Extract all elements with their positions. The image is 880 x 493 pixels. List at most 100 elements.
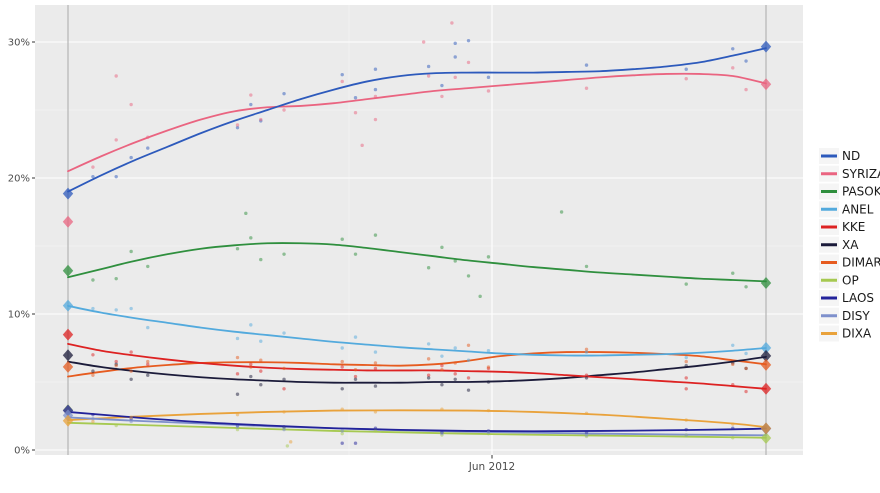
- poll-point: [235, 425, 240, 429]
- poll-point: [440, 407, 444, 411]
- poll-point: [146, 362, 150, 367]
- poll-point: [373, 429, 378, 433]
- poll-point: [249, 374, 253, 379]
- poll-point: [259, 369, 263, 373]
- poll-point: [684, 376, 688, 380]
- trend-line-ND: [67, 47, 767, 193]
- poll-point: [288, 440, 293, 444]
- legend-item-DIMAR: DIMAR: [819, 254, 880, 271]
- poll-points-ND: [91, 38, 748, 179]
- election-marker-may-KKE: [62, 328, 74, 341]
- poll-point: [249, 102, 253, 107]
- poll-point: [584, 350, 589, 354]
- poll-point: [282, 91, 286, 96]
- poll-point: [684, 77, 688, 81]
- poll-point: [373, 233, 378, 237]
- poll-point: [129, 419, 133, 424]
- poll-point: [426, 376, 431, 380]
- poll-point: [486, 430, 491, 435]
- poll-point: [340, 79, 344, 84]
- trend-line-LAOS: [67, 411, 767, 433]
- poll-point: [235, 336, 240, 341]
- poll-point: [282, 377, 286, 381]
- poll-point: [340, 237, 344, 241]
- poll-point: [129, 415, 133, 420]
- poll-point: [584, 264, 589, 269]
- poll-point: [235, 372, 240, 376]
- poll-point: [440, 94, 444, 99]
- poll-point: [91, 353, 95, 357]
- poll-point: [235, 125, 240, 130]
- poll-point: [450, 21, 454, 25]
- election-marker-jun-DIMAR: [760, 358, 772, 371]
- poll-point: [91, 369, 95, 373]
- poll-point: [684, 359, 688, 364]
- plot-panel: [35, 5, 803, 455]
- poll-point: [453, 259, 457, 263]
- election-marker-jun-KKE: [760, 382, 772, 395]
- poll-point: [91, 412, 95, 417]
- legend-label-XA: XA: [842, 238, 859, 252]
- poll-point: [91, 419, 95, 424]
- poll-point: [340, 441, 344, 445]
- poll-point: [146, 135, 150, 139]
- y-tick-label-20: 20%: [8, 174, 30, 185]
- poll-point: [340, 359, 344, 364]
- y-tick-label-30: 30%: [8, 38, 30, 49]
- poll-point: [421, 40, 426, 44]
- poll-point: [486, 75, 491, 80]
- trend-line-SYRIZA: [67, 72, 767, 173]
- poll-point: [146, 325, 150, 330]
- poll-point: [373, 67, 378, 71]
- x-tick-label: Jun 2012: [468, 461, 515, 473]
- poll-point: [282, 425, 286, 429]
- poll-point: [584, 433, 589, 437]
- poll-point: [353, 374, 358, 379]
- legend-label-DISY: DISY: [842, 309, 870, 323]
- poll-point: [453, 75, 457, 80]
- poll-point: [559, 210, 564, 214]
- poll-point: [684, 427, 688, 432]
- poll-point: [282, 387, 286, 391]
- poll-point: [744, 351, 748, 356]
- poll-point: [282, 410, 286, 414]
- poll-point: [114, 359, 118, 364]
- trend-line-KKE: [67, 343, 767, 390]
- poll-point: [684, 282, 688, 286]
- poll-point: [684, 433, 688, 437]
- poll-point: [744, 285, 748, 289]
- legend-item-SYRIZA: SYRIZA: [819, 165, 880, 182]
- poll-point: [353, 111, 358, 115]
- poll-point: [129, 155, 133, 160]
- poll-point: [249, 365, 253, 369]
- trend-line-DIMAR: [67, 351, 767, 378]
- poll-point: [340, 407, 344, 411]
- poll-point: [249, 93, 253, 97]
- poll-point: [114, 138, 118, 142]
- poll-point: [235, 392, 240, 396]
- poll-point: [146, 373, 150, 377]
- poll-point: [466, 60, 471, 65]
- poll-point: [684, 67, 688, 71]
- poll-point: [453, 361, 457, 365]
- election-marker-jun-DIXA: [760, 422, 772, 435]
- poll-point: [146, 264, 150, 269]
- poll-point: [282, 108, 286, 112]
- poll-point: [91, 417, 95, 421]
- poll-point: [259, 383, 263, 387]
- poll-point: [440, 363, 444, 368]
- poll-point: [114, 276, 118, 281]
- poll-point: [584, 411, 589, 415]
- poll-point: [426, 64, 431, 69]
- trend-line-DIXA: [67, 409, 767, 429]
- legend-item-KKE: KKE: [819, 219, 865, 235]
- poll-points-ANEL: [91, 306, 748, 362]
- election-marker-may-PASOK: [62, 264, 74, 277]
- legend-label-PASOK: PASOK: [842, 185, 880, 199]
- poll-point: [373, 366, 378, 371]
- poll-point: [91, 165, 95, 169]
- poll-point: [259, 257, 263, 262]
- election-marker-may-DIMAR: [62, 360, 74, 373]
- legend-item-DISY: DISY: [819, 307, 870, 324]
- legend-label-LAOS: LAOS: [842, 291, 874, 305]
